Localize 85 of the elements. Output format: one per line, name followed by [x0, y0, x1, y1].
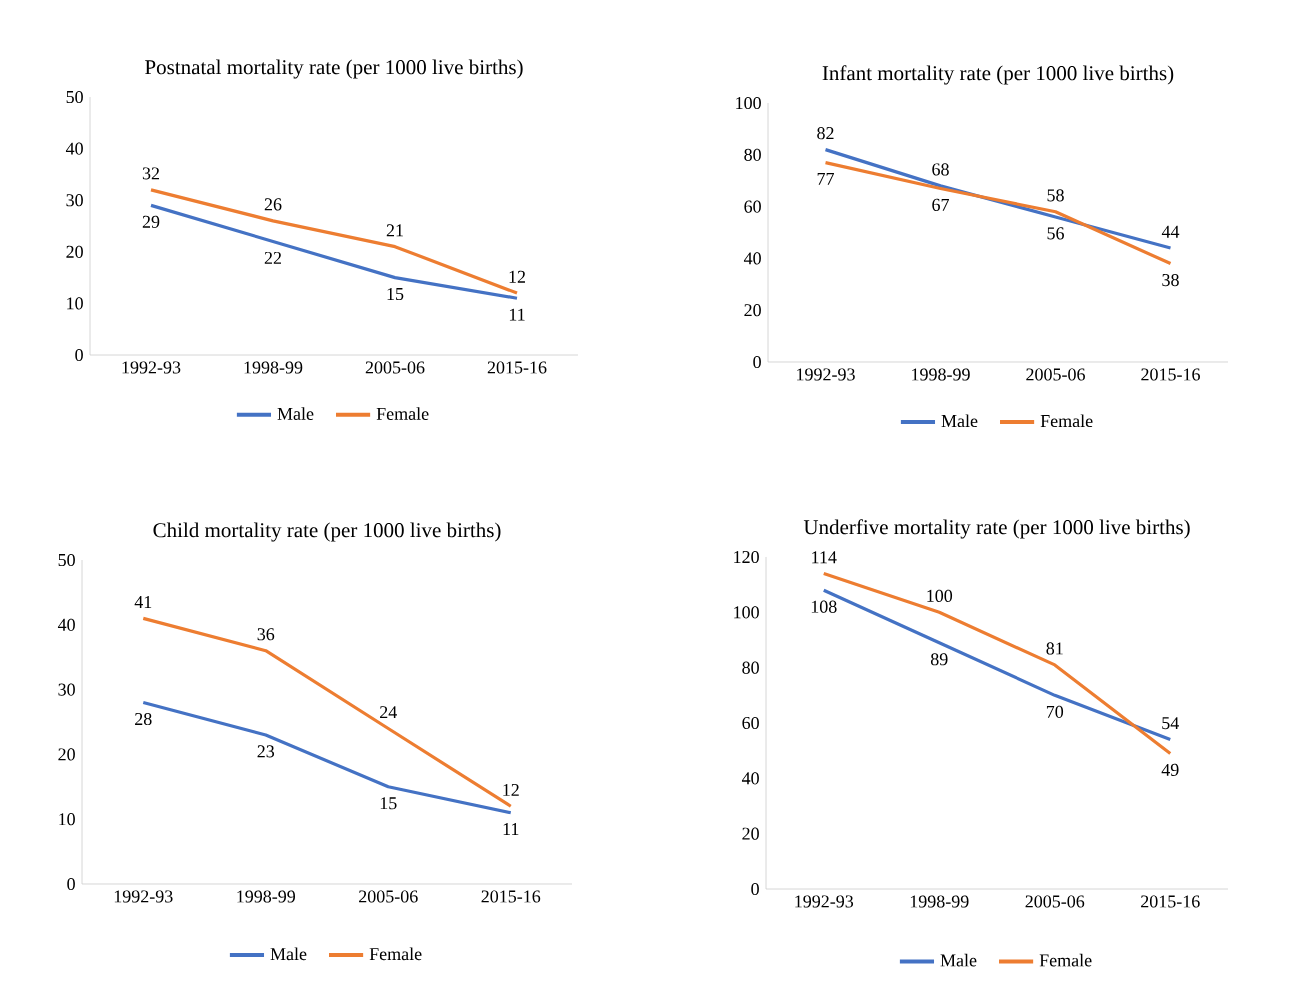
data-label: 11	[509, 308, 525, 321]
data-label: 15	[380, 797, 397, 810]
x-tick-label: 2015-16	[487, 361, 547, 374]
data-label: 28	[135, 712, 152, 726]
data-label: 81	[1046, 642, 1063, 655]
data-label: 12	[509, 270, 525, 283]
data-label: 82	[817, 127, 834, 140]
y-tick-label: 10	[67, 297, 83, 310]
y-tick-label: 60	[742, 716, 759, 730]
x-tick-label: 2015-16	[481, 890, 541, 903]
data-label: 12	[503, 783, 519, 796]
data-label: 15	[387, 288, 404, 301]
data-label: 23	[257, 745, 275, 758]
data-label: 24	[380, 706, 397, 719]
x-tick-label: 1998-99	[910, 895, 969, 908]
x-tick-label: 1992-93	[795, 895, 854, 908]
x-tick-label: 2005-06	[1025, 895, 1085, 908]
data-label: 70	[1046, 705, 1064, 718]
data-label: 67	[932, 198, 949, 211]
y-tick-label: 80	[742, 661, 759, 674]
chart-title: Infant mortality rate (per 1000 live births)	[822, 65, 1174, 85]
data-label: 32	[142, 167, 160, 180]
x-tick-label: 1998-99	[237, 890, 295, 903]
y-tick-label: 20	[742, 827, 759, 840]
data-label: 54	[1162, 717, 1179, 730]
x-tick-label: 1992-93	[114, 890, 173, 903]
y-tick-label: 60	[744, 200, 761, 213]
y-tick-label: 40	[57, 618, 75, 631]
data-label: 11	[503, 823, 519, 835]
legend-label: Female	[1039, 953, 1092, 967]
y-tick-label: 30	[66, 194, 83, 207]
y-tick-label: 50	[66, 90, 83, 104]
y-tick-label: 0	[75, 348, 83, 362]
data-label: 58	[1047, 189, 1064, 202]
legend-label: Female	[369, 947, 422, 961]
y-tick-label: 20	[66, 245, 83, 258]
x-tick-label: 1998-99	[912, 368, 970, 381]
x-tick-label: 2005-06	[365, 361, 425, 374]
data-label: 22	[264, 251, 281, 264]
data-label: 38	[1162, 273, 1179, 287]
x-tick-label: 2015-16	[1141, 895, 1200, 908]
y-tick-label: 10	[59, 813, 75, 826]
data-label: 100	[927, 589, 953, 602]
legend-label: Male	[277, 407, 314, 420]
data-label: 49	[1161, 763, 1179, 776]
y-tick-label: 40	[743, 252, 761, 265]
chart-title: Underfive mortality rate (per 1000 live births)	[803, 519, 1190, 539]
y-tick-label: 100	[736, 96, 761, 110]
data-label: 89	[930, 653, 948, 666]
data-label: 77	[817, 172, 834, 185]
legend-label: Male	[941, 414, 978, 428]
chart-title: Child mortality rate (per 1000 live births)	[153, 522, 501, 542]
x-tick-label: 2005-06	[359, 890, 418, 903]
data-label: 68	[932, 163, 949, 176]
y-tick-label: 30	[58, 683, 75, 696]
y-tick-label: 80	[744, 148, 761, 161]
y-tick-label: 120	[734, 550, 759, 564]
data-label: 41	[134, 596, 152, 608]
data-label: 56	[1047, 227, 1064, 240]
y-tick-label: 0	[751, 882, 759, 896]
x-tick-label: 1992-93	[797, 368, 855, 381]
legend-label: Male	[270, 947, 307, 961]
x-tick-label: 1998-99	[244, 361, 303, 374]
chart-title: Postnatal mortality rate (per 1000 live births)	[145, 59, 523, 79]
y-tick-label: 0	[753, 355, 761, 369]
x-tick-label: 2015-16	[1141, 368, 1200, 381]
y-tick-label: 0	[67, 877, 75, 891]
legend-label: Male	[940, 953, 977, 967]
data-label: 44	[1161, 225, 1180, 238]
y-tick-label: 40	[65, 142, 83, 155]
data-label: 36	[257, 628, 275, 641]
data-label: 108	[811, 600, 837, 613]
data-label: 26	[264, 198, 282, 211]
legend-label: Female	[376, 407, 429, 420]
y-tick-label: 50	[58, 553, 75, 567]
data-label: 114	[812, 551, 837, 564]
data-label: 21	[386, 224, 403, 237]
x-tick-label: 2005-06	[1026, 368, 1085, 381]
data-label: 29	[142, 215, 160, 228]
y-tick-label: 20	[744, 304, 761, 317]
legend-label: Female	[1040, 414, 1093, 428]
x-tick-label: 1992-93	[122, 361, 181, 374]
y-tick-label: 20	[58, 748, 75, 761]
y-tick-label: 40	[741, 772, 759, 785]
y-tick-label: 100	[734, 606, 759, 619]
